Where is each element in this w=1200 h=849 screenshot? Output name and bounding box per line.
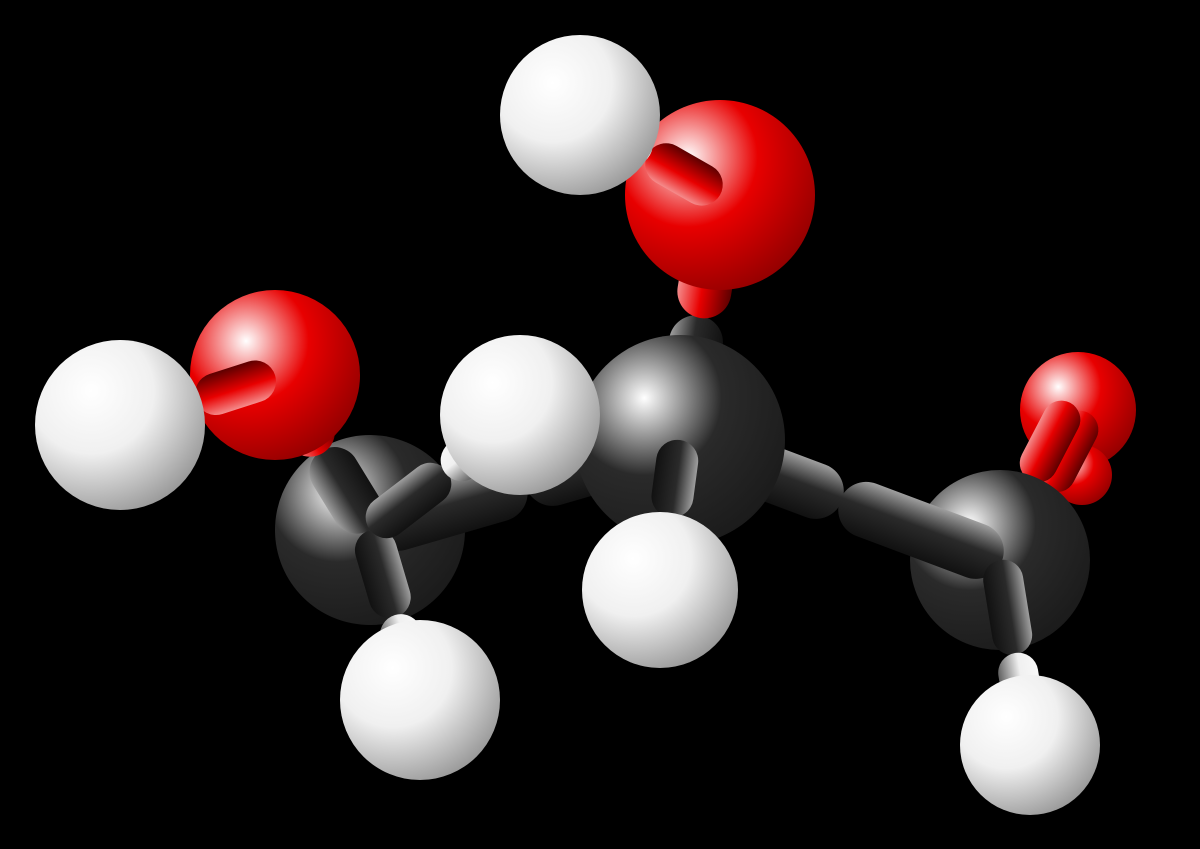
atom-H4-H bbox=[582, 512, 738, 668]
atom-H5-H bbox=[500, 35, 660, 195]
atom-H1-H bbox=[35, 340, 205, 510]
atom-H2-H bbox=[440, 335, 600, 495]
atom-H3-H bbox=[340, 620, 500, 780]
molecule-stage bbox=[0, 0, 1200, 849]
atom-H6-H bbox=[960, 675, 1100, 815]
